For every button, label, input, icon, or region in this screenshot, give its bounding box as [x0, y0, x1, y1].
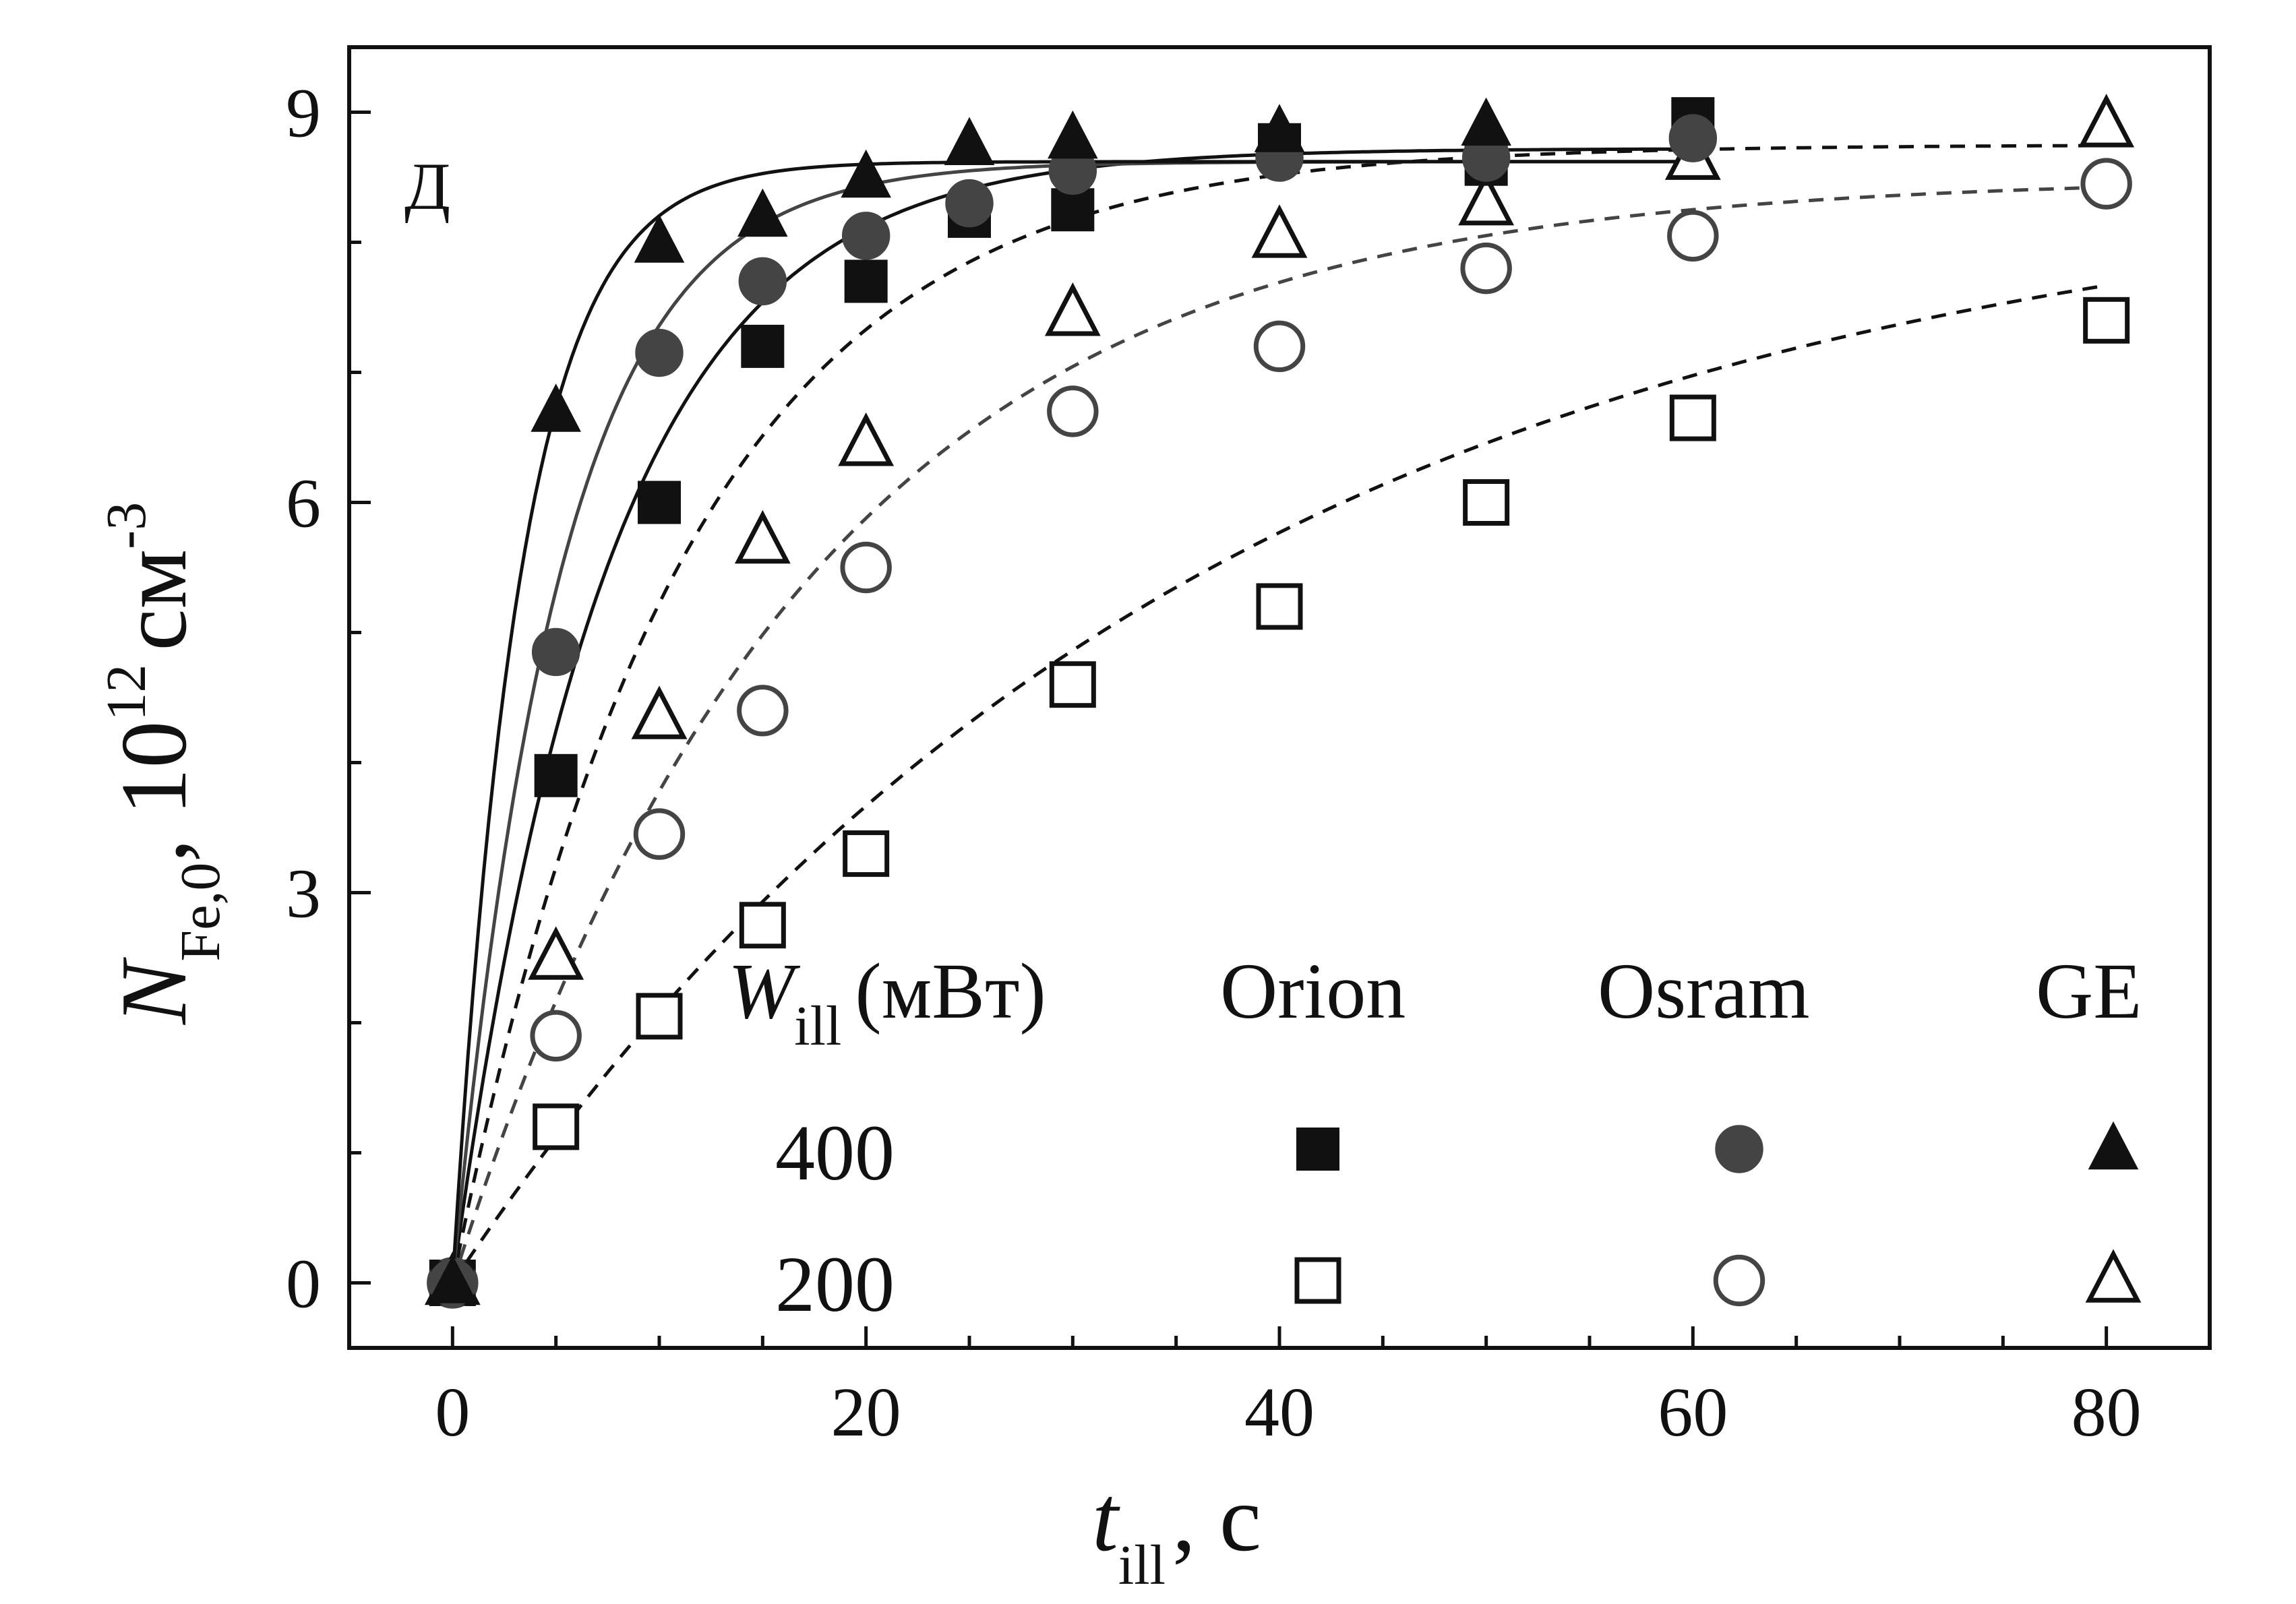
- y-axis-title: NFe,0, 1012 см-3: [95, 502, 232, 1026]
- legend-marker-ge-400: [2088, 1121, 2139, 1170]
- marker-osram-400: [841, 212, 890, 260]
- marker-osram-400: [1668, 114, 1718, 162]
- marker-orion-400: [638, 481, 681, 524]
- marker-osram-200: [737, 685, 789, 737]
- x-axis-title-unit: , с: [1172, 1467, 1261, 1571]
- legend-column-ge: GE: [2036, 947, 2142, 1035]
- legend-row-400: 400: [775, 1109, 895, 1197]
- fit-lines: [450, 144, 2107, 1284]
- marker-orion-400: [844, 259, 888, 303]
- fit-line-osram-200: [450, 185, 2107, 1284]
- legend-row-200: 200: [775, 1240, 895, 1328]
- legend-header: Will (мВт): [728, 947, 1046, 1057]
- panel-label: Д: [404, 149, 450, 224]
- marker-orion-200: [1256, 583, 1303, 630]
- marker-orion-200: [1049, 661, 1096, 708]
- x-axis-title-sub: ill: [1118, 1534, 1166, 1597]
- legend-marker-osram-400: [1715, 1125, 1763, 1173]
- y-axis-title-main: N: [102, 957, 206, 1026]
- marker-ge-200: [1458, 171, 1515, 226]
- marker-orion-200: [843, 830, 890, 877]
- marker-osram-200: [633, 808, 686, 860]
- marker-ge-400: [531, 383, 581, 432]
- marker-ge-400: [1048, 110, 1098, 159]
- marker-ge-200: [631, 685, 688, 739]
- marker-ge-400: [944, 117, 995, 166]
- y-axis-title-unit2: см: [102, 549, 206, 651]
- legend-marker-orion-200: [1294, 1257, 1341, 1304]
- marker-orion-200: [533, 1103, 580, 1150]
- legend-column-orion: Orion: [1220, 947, 1406, 1035]
- legend-marker-ge-200: [2085, 1249, 2142, 1303]
- marker-orion-400: [534, 753, 578, 797]
- marker-osram-400: [635, 328, 684, 377]
- y-tick-label: 0: [286, 1245, 321, 1323]
- marker-osram-400: [945, 179, 994, 228]
- marker-orion-200: [1463, 479, 1510, 526]
- y-axis-title-exp2: -3: [95, 502, 158, 549]
- marker-ge-400: [427, 1255, 478, 1303]
- marker-orion-400: [1051, 188, 1095, 232]
- marker-ge-200: [1251, 204, 1308, 258]
- legend-marker-osram-200: [1713, 1254, 1765, 1307]
- legend-marker-orion-400: [1296, 1128, 1339, 1171]
- marker-ge-400: [1254, 104, 1305, 152]
- marker-ge-400: [1461, 97, 1511, 146]
- marker-osram-200: [1047, 385, 1099, 437]
- marker-orion-200: [1669, 394, 1716, 441]
- marker-orion-400: [741, 324, 785, 368]
- legend-column-osram: Osram: [1598, 947, 1810, 1035]
- marker-osram-400: [738, 257, 787, 306]
- marker-ge-400: [634, 214, 685, 263]
- data-markers: [424, 94, 2135, 1309]
- marker-ge-200: [838, 412, 895, 466]
- x-tick-label: 40: [1244, 1374, 1315, 1451]
- marker-orion-200: [636, 993, 683, 1040]
- marker-ge-200: [528, 926, 584, 980]
- y-tick-label: 6: [286, 465, 321, 543]
- marker-osram-200: [1460, 242, 1512, 295]
- marker-osram-400: [531, 627, 580, 677]
- marker-osram-200: [530, 1010, 582, 1062]
- marker-orion-200: [2083, 297, 2130, 344]
- marker-osram-200: [2080, 158, 2132, 210]
- y-axis-title-unit: , 10: [102, 721, 206, 863]
- x-tick-label: 80: [2072, 1374, 2142, 1451]
- y-axis-title-exp: 12: [95, 665, 158, 721]
- y-axis-title-sub: Fe,0: [169, 863, 232, 962]
- marker-osram-200: [1253, 320, 1306, 373]
- x-axis-title: till, с: [1092, 1467, 1261, 1597]
- marker-orion-200: [739, 902, 786, 949]
- x-tick-label: 20: [831, 1374, 901, 1451]
- legend-markers: [1294, 1121, 2142, 1307]
- x-tick-label: 0: [435, 1374, 470, 1451]
- marker-osram-200: [840, 541, 892, 594]
- marker-ge-200: [2078, 94, 2135, 148]
- y-tick-label: 3: [286, 855, 321, 933]
- y-tick-label: 9: [286, 75, 321, 152]
- marker-ge-400: [737, 188, 788, 237]
- legend: Will (мВт) Orion Osram GE 400 200: [728, 947, 2142, 1328]
- legend-header-prefix: W: [728, 947, 801, 1035]
- legend-header-sub: ill: [794, 995, 841, 1057]
- x-tick-label: 60: [1658, 1374, 1728, 1451]
- marker-ge-400: [841, 149, 891, 198]
- marker-ge-200: [734, 510, 791, 564]
- fit-line-ge-200: [450, 144, 2107, 1284]
- fit-line-orion-200: [451, 284, 2107, 1284]
- marker-osram-200: [1667, 210, 1719, 262]
- x-axis-title-main: t: [1092, 1467, 1120, 1571]
- marker-ge-200: [1044, 282, 1101, 336]
- legend-header-suffix: (мВт): [855, 947, 1046, 1035]
- axis-ticks: 0 20 40 60 80 0 3 6 9: [286, 75, 2142, 1452]
